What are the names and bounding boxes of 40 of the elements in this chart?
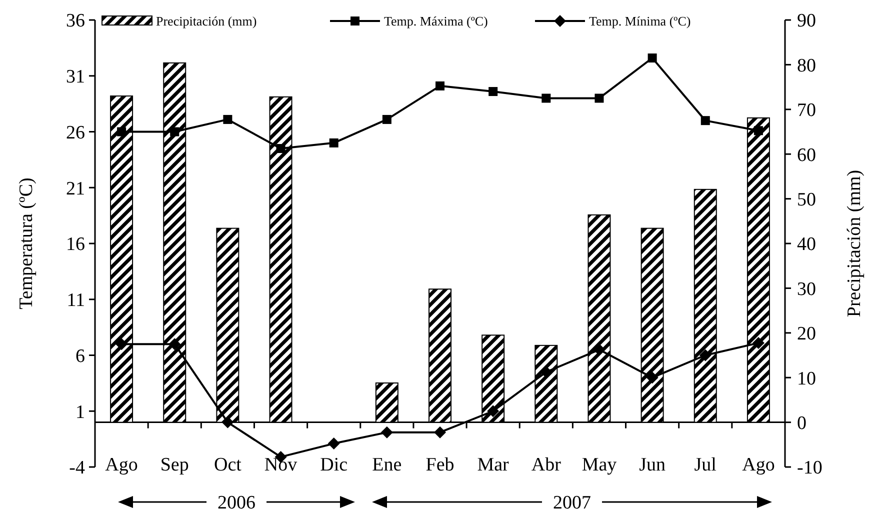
x-tick-label: Jul <box>694 454 716 476</box>
y2-axis-title: Precipitación (mm) <box>844 170 865 318</box>
x-tick-label: Jun <box>639 454 666 476</box>
x-tick-label: Nov <box>264 454 298 476</box>
text: 2007 <box>553 492 591 512</box>
y-axis-title: Temperatura (ºC) <box>16 178 37 310</box>
y-tick-label: 1 <box>76 402 85 423</box>
text: 2006 <box>218 492 256 512</box>
x-tick-label: Feb <box>426 454 454 476</box>
x-tick-label: Ago <box>742 454 775 476</box>
y-tick-label: 16 <box>66 234 85 256</box>
y-tick-label: 26 <box>66 122 85 144</box>
legend-label: Temp. Mínima (ºC) <box>589 14 691 29</box>
x-tick-label: Ene <box>372 454 402 476</box>
x-tick-label: Mar <box>477 454 510 476</box>
y2-tick-label: 50 <box>797 189 816 210</box>
y2-tick-label: 20 <box>797 324 816 345</box>
y-tick-label: 6 <box>76 346 85 367</box>
y2-tick-label: 40 <box>797 234 816 256</box>
x-tick-label: Ago <box>105 454 138 476</box>
x-tick-label: Dic <box>320 454 348 476</box>
y2-tick-label: 80 <box>797 55 816 76</box>
legend-label: Temp. Máxima (ºC) <box>384 14 488 29</box>
y2-tick-label: 90 <box>797 10 816 32</box>
y-tick-label: 31 <box>66 66 85 88</box>
y2-tick-label: 30 <box>797 278 816 300</box>
x-tick-label: Sep <box>160 454 189 476</box>
y-tick-label: 21 <box>66 178 85 200</box>
x-tick-label: Abr <box>531 454 562 476</box>
y2-tick-label: 70 <box>797 100 816 122</box>
y-tick-label: -4 <box>69 458 86 479</box>
x-tick-label: Oct <box>214 454 242 476</box>
y-tick-label: 36 <box>66 10 85 32</box>
y2-tick-label: 60 <box>797 144 816 166</box>
x-tick-label: May <box>582 454 618 476</box>
y2-tick-label: 10 <box>797 368 816 390</box>
y-tick-label: 11 <box>66 290 85 312</box>
y2-tick-label: 0 <box>797 412 806 434</box>
legend-label: Precipitación (mm) <box>156 14 257 29</box>
y2-tick-label: -10 <box>797 458 822 479</box>
